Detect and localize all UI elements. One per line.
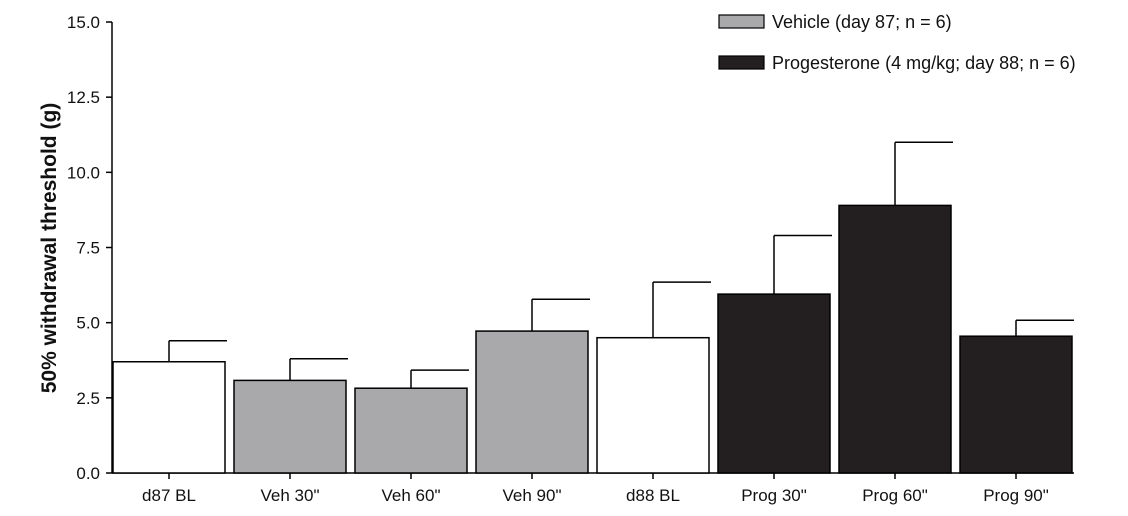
y-tick-label: 10.0 xyxy=(67,163,100,182)
x-tick-label: Prog 90" xyxy=(983,486,1049,505)
x-tick-label: Veh 30" xyxy=(261,486,320,505)
bar-vehicle xyxy=(475,330,589,474)
legend-label-vehicle: Vehicle (day 87; n = 6) xyxy=(772,12,952,32)
x-tick-label: d87 BL xyxy=(142,486,196,505)
bars xyxy=(112,204,1073,474)
legend-swatch-vehicle xyxy=(718,14,765,29)
x-tick-label: Veh 60" xyxy=(382,486,441,505)
y-tick-label: 5.0 xyxy=(76,314,100,333)
legend: Vehicle (day 87; n = 6) Progesterone (4 m… xyxy=(718,12,1076,73)
bar-vehicle xyxy=(233,379,347,474)
legend-swatch-progesterone xyxy=(718,55,765,70)
y-axis-title: 50% withdrawal threshold (g) xyxy=(38,103,61,394)
bar-vehicle xyxy=(354,387,468,474)
x-tick-label: Prog 30" xyxy=(741,486,807,505)
y-tick-label: 7.5 xyxy=(76,239,100,258)
y-tick-label: 15.0 xyxy=(67,13,100,32)
y-tick-label: 0.0 xyxy=(76,464,100,483)
x-tick-label: Prog 60" xyxy=(862,486,928,505)
bar-progesterone xyxy=(838,204,952,474)
bar-progesterone xyxy=(717,293,831,474)
legend-label-progesterone: Progesterone (4 mg/kg; day 88; n = 6) xyxy=(772,53,1076,73)
bar-progesterone xyxy=(959,335,1073,474)
x-tick-label: Veh 90" xyxy=(503,486,562,505)
error-bars xyxy=(168,141,1074,389)
bar-baseline xyxy=(596,336,710,474)
axes: 0.0 2.5 5.0 7.5 10.0 12.5 15.0 d87 BL Veh 30" Veh… xyxy=(67,13,1074,505)
bar-baseline xyxy=(112,361,226,474)
y-tick-label: 12.5 xyxy=(67,88,100,107)
x-tick-label: d88 BL xyxy=(626,486,680,505)
y-tick-label: 2.5 xyxy=(76,389,100,408)
